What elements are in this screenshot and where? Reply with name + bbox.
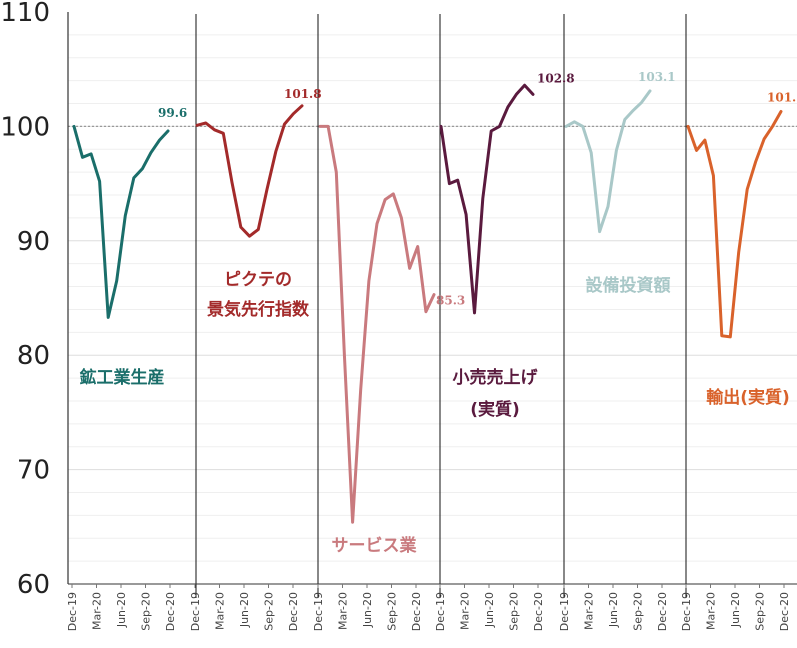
x-tick-label: Sep-20 [508,592,521,631]
end-value-label: 101.8 [284,87,322,101]
series-line-3 [318,124,436,524]
series-layer [72,83,783,524]
panel-label: 小売売上げ [453,367,539,388]
x-tick-label: Jun-20 [115,592,128,628]
panel-label: サービス業 [332,535,417,556]
x-tick-label: Dec-19 [558,592,571,631]
x-tick-label: Dec-19 [189,592,202,631]
x-tick-label: Jun-20 [729,592,742,628]
x-tick-label: Dec-20 [778,592,791,631]
x-tick-label: Sep-20 [263,592,276,631]
y-tick-label: 110 [0,0,50,28]
x-tick-label: Mar-20 [214,592,227,630]
x-tick-label: Jun-20 [238,592,251,628]
x-tick-label: Sep-20 [754,592,767,631]
series-line-6 [686,110,783,339]
series-line-4 [439,83,535,315]
y-tick-label: 60 [17,570,50,600]
x-tick-label: Mar-20 [91,592,104,630]
y-tick-label: 100 [0,112,50,142]
x-tick-label: Mar-20 [337,592,350,630]
x-tick-label: Jun-20 [607,592,620,628]
x-tick-label: Jun-20 [361,592,374,628]
end-value-label: 102.8 [537,71,575,85]
panel-label: 鉱工業生産 [80,367,165,388]
panel-label: 設備投資額 [586,275,671,296]
series-line-1 [72,124,170,319]
series-line-2 [195,104,304,238]
grid-layer [68,34,797,562]
panel-label: ピクテの [224,270,292,290]
x-tick-label: Dec-20 [410,592,423,631]
axis-layer: 60 70 80 90 100 110 Dec-19 Mar-20 Jun-20 Sep-20 De… [0,0,797,631]
x-tick-label: Dec-19 [680,592,693,631]
panel-label: (実質) [470,399,520,420]
x-tick-label: Sep-20 [386,592,399,631]
x-tick-label: Dec-19 [434,592,447,631]
x-tick-label: Mar-20 [459,592,472,630]
x-tick-label: Mar-20 [583,592,596,630]
x-tick-label: Dec-20 [656,592,669,631]
series-line-5 [564,89,652,234]
x-tick-label: Dec-19 [312,592,325,631]
panel-label: 輸出(実質) [706,387,790,408]
x-tick-label: Dec-20 [287,592,300,631]
x-tick-label: Sep-20 [140,592,153,631]
x-tick-label: Dec-20 [164,592,177,631]
x-tick-label: Sep-20 [632,592,645,631]
end-value-label: 101.3 [767,91,797,105]
x-tick-label: Jun-20 [483,592,496,628]
x-tick-label: Dec-19 [66,592,79,631]
y-tick-label: 70 [17,456,50,486]
x-tick-label: Mar-20 [705,592,718,630]
end-value-label: 99.6 [158,106,187,120]
end-value-label: 103.1 [638,70,676,84]
end-value-label: 85.3 [436,294,465,308]
divider-layer [195,14,687,598]
y-tick-label: 90 [17,227,50,257]
x-tick-label: Dec-20 [532,592,545,631]
y-tick-label: 80 [17,341,50,371]
panel-label: 景気先行指数 [207,299,310,320]
